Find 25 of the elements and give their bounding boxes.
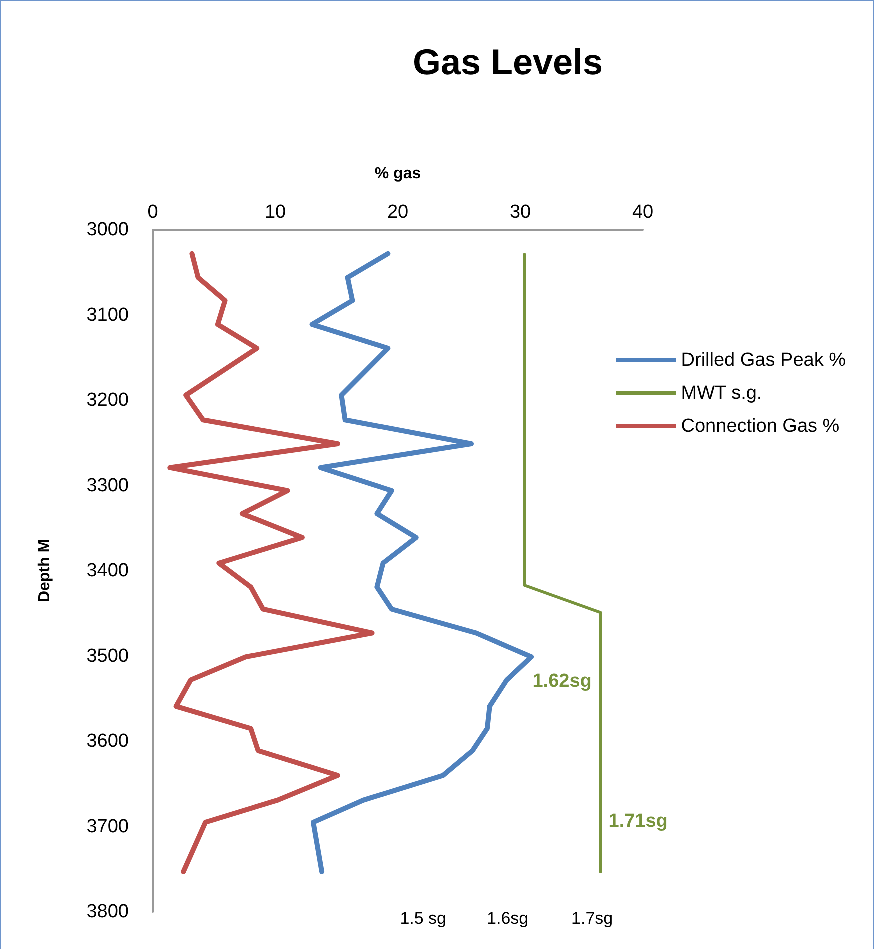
y-tick-label: 3800 — [86, 902, 129, 922]
y-axis-title: Depth M — [36, 539, 54, 603]
legend-label: MWT s.g. — [681, 383, 762, 404]
x-tick-label: 10 — [264, 202, 286, 223]
legend-label: Drilled Gas Peak % — [681, 350, 846, 371]
annotation: 1.62sg — [532, 671, 592, 692]
x2-tick-label: 1.6sg — [487, 909, 529, 928]
y-tick-label: 3200 — [86, 390, 129, 411]
x-tick-label: 0 — [148, 202, 158, 223]
x2-tick-label: 1.7sg — [572, 909, 614, 928]
x-axis-title: % gas — [374, 166, 422, 182]
legend-label: Connection Gas % — [681, 416, 840, 437]
annotation: 1.71sg — [608, 811, 668, 832]
y-tick-label: 3400 — [86, 560, 129, 582]
y-tick-label: 3300 — [86, 475, 129, 496]
y-tick-label: 3500 — [86, 646, 129, 667]
x-tick-label: 40 — [632, 202, 654, 223]
y-tick-label: 3000 — [86, 220, 129, 240]
x-tick-label: 20 — [387, 202, 409, 223]
x-tick-label: 30 — [510, 202, 532, 223]
x2-tick-label: 1.5 sg — [400, 909, 446, 928]
y-tick-label: 3600 — [86, 731, 129, 752]
y-tick-label: 3100 — [86, 304, 129, 326]
y-tick-label: 3700 — [86, 816, 129, 838]
chart-title: Gas Levels — [412, 42, 604, 82]
